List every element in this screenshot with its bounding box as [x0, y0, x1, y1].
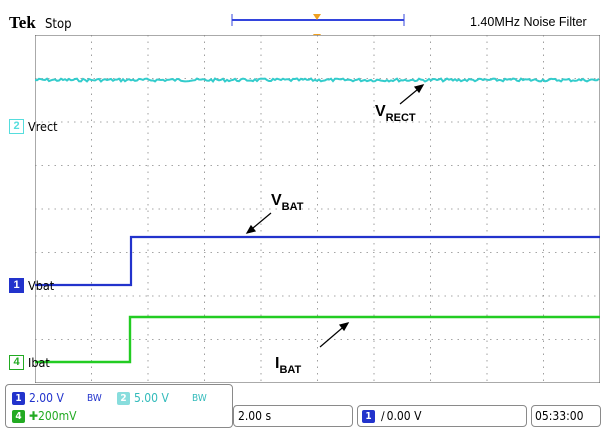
trigger-level: 0.00 V: [386, 409, 422, 423]
ibat-annotation-sub: BAT: [279, 364, 302, 376]
vrect-trace: [35, 77, 600, 83]
ch4-scale[interactable]: 200mV: [38, 409, 77, 423]
timebase-value: 2.00 s: [238, 409, 272, 423]
ch2-scale[interactable]: 5.00 V: [134, 391, 169, 405]
ch1-marker[interactable]: 1 Vbat: [9, 277, 54, 293]
acquisition-state[interactable]: Stop: [45, 17, 72, 32]
ch2-marker-number: 2: [9, 118, 24, 134]
clock-readout: 05:33:00: [531, 405, 601, 427]
vrect-annotation-main: V: [375, 103, 386, 120]
ibat-arrow-head: [338, 322, 350, 332]
ch1-badge: 1: [12, 391, 25, 405]
ch2-marker[interactable]: 2 Vrect: [9, 118, 58, 134]
ibat-annotation: IBAT: [275, 355, 301, 376]
ch1-scale[interactable]: 2.00 V: [29, 391, 64, 405]
settings-row-1: 1 2.00 V BW 2 5.00 V BW: [12, 391, 207, 405]
vbat-trace: [35, 235, 600, 287]
status-bar: Tek Stop 1.40MHz Noise Filter: [0, 0, 605, 34]
trigger-source-badge: 1: [362, 409, 375, 423]
ibat-annotation-main: I: [275, 355, 280, 372]
ch1-marker-number: 1: [9, 277, 24, 293]
vrect-annotation: VRECT: [375, 103, 416, 124]
trigger-readout[interactable]: 1 ∕ 0.00 V: [357, 405, 527, 427]
ch1-label: Vbat: [28, 277, 55, 293]
waveform-display[interactable]: [35, 35, 600, 383]
vbat-annotation: VBAT: [271, 192, 303, 213]
channel-settings-panel[interactable]: 1 2.00 V BW 2 5.00 V BW 4 ✚ 200mV: [5, 384, 233, 428]
ch4-offset-icon: ✚: [29, 409, 39, 423]
ch2-label: Vrect: [28, 118, 58, 134]
vrect-annotation-sub: RECT: [385, 112, 416, 124]
ch1-bw-limit-icon: BW: [87, 392, 102, 404]
vbat-annotation-main: V: [271, 192, 282, 209]
trigger-position-icon: [313, 14, 321, 20]
ch4-marker-number: 4: [9, 354, 24, 370]
ibat-trace: [35, 315, 600, 364]
vrect-arrow-head: [413, 84, 425, 94]
ch2-bw-limit-icon: BW: [192, 392, 207, 404]
record-position-bar[interactable]: [0, 0, 605, 40]
rising-edge-icon: ∕: [381, 409, 385, 423]
ch4-marker[interactable]: 4 Ibat: [9, 354, 50, 370]
clock-time: 05:33:00: [535, 409, 584, 423]
settings-row-2: 4 ✚ 200mV: [12, 409, 77, 423]
timebase-readout[interactable]: 2.00 s: [233, 405, 353, 427]
vbat-arrow-head: [245, 224, 257, 234]
noise-filter-indicator[interactable]: 1.40MHz Noise Filter: [470, 15, 587, 29]
ch2-badge: 2: [117, 391, 130, 405]
vbat-annotation-sub: BAT: [281, 201, 304, 213]
ch4-label: Ibat: [28, 354, 50, 370]
brand-logo: Tek: [9, 13, 36, 32]
ch4-badge: 4: [12, 409, 25, 423]
